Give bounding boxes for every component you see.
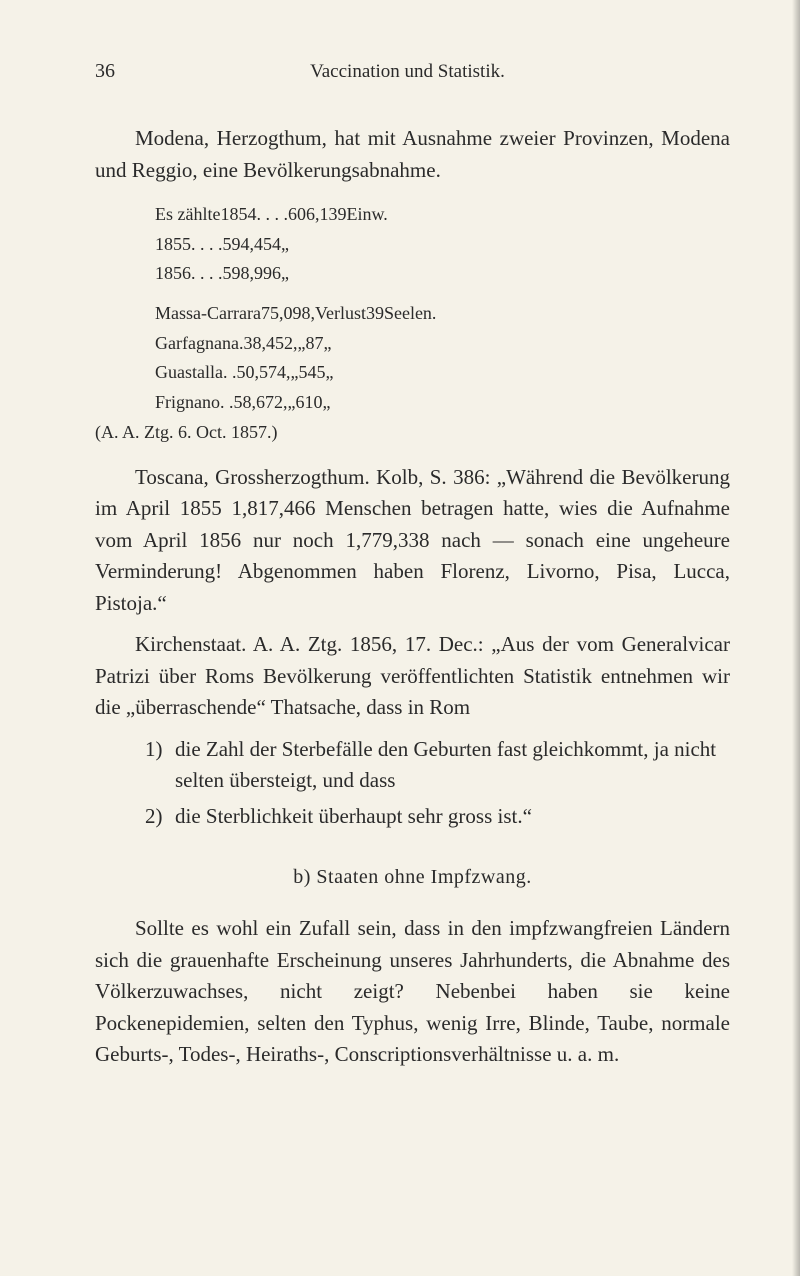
page-number: 36 bbox=[95, 60, 115, 83]
place-v: 610 bbox=[296, 388, 323, 418]
place-sep: . . bbox=[223, 358, 237, 388]
place-row: Guastalla . . 50,574, „ 545 „ bbox=[155, 358, 730, 388]
list-text: die Sterblichkeit überhaupt sehr gross i… bbox=[175, 801, 730, 833]
census-year: 1855 bbox=[155, 230, 191, 260]
paragraph-3: Kirchenstaat. A. A. Ztg. 1856, 17. Dec.:… bbox=[95, 629, 730, 724]
place-unit: „ bbox=[323, 388, 331, 418]
running-head: Vaccination und Statistik. bbox=[115, 61, 730, 83]
census-unit: „ bbox=[281, 259, 289, 289]
place-sep: . . bbox=[220, 388, 234, 418]
place-v: 87 bbox=[305, 329, 323, 359]
census-year: 1854 bbox=[220, 200, 256, 230]
place-row: Massa-Carrara 75,098, Verlust 39 Seelen. bbox=[155, 299, 730, 329]
census-val: 598,996 bbox=[223, 259, 282, 289]
place-v: 39 bbox=[366, 299, 384, 329]
census-row: Es zählte 1854 . . . . 606,139 Einw. bbox=[155, 200, 730, 230]
place-mid: „ bbox=[297, 329, 305, 359]
place-name: Guastalla bbox=[155, 358, 223, 388]
list-number: 2) bbox=[145, 801, 175, 833]
place-v: 545 bbox=[298, 358, 325, 388]
census-dots: . . . . bbox=[191, 230, 223, 260]
place-row: Frignano . . 58,672, „ 610 „ bbox=[155, 388, 730, 418]
place-name: Massa-Carrara bbox=[155, 299, 261, 329]
paragraph-4: Sollte es wohl ein Zufall sein, dass in … bbox=[95, 913, 730, 1071]
place-mid: „ bbox=[290, 358, 298, 388]
page-edge-shadow bbox=[792, 0, 800, 1276]
census-val: 594,454 bbox=[223, 230, 282, 260]
list-item: 2) die Sterblichkeit überhaupt sehr gros… bbox=[95, 801, 730, 833]
census-lead: Es zählte bbox=[155, 200, 220, 230]
census-unit: „ bbox=[281, 230, 289, 260]
place-num: 58,672, bbox=[234, 388, 288, 418]
place-row: Garfagnana . 38,452, „ 87 „ bbox=[155, 329, 730, 359]
list-item: 1) die Zahl der Sterbefälle den Geburten… bbox=[95, 734, 730, 797]
census-year: 1856 bbox=[155, 259, 191, 289]
place-unit: „ bbox=[323, 329, 331, 359]
census-row: 1855 . . . . 594,454 „ bbox=[155, 230, 730, 260]
place-unit: „ bbox=[325, 358, 333, 388]
census-table: Es zählte 1854 . . . . 606,139 Einw. 185… bbox=[155, 200, 730, 448]
subheading: b) Staaten ohne Impfzwang. bbox=[95, 866, 730, 889]
census-unit: Einw. bbox=[346, 200, 387, 230]
census-val: 606,139 bbox=[288, 200, 347, 230]
place-name: Garfagnana bbox=[155, 329, 239, 359]
census-dots: . . . . bbox=[191, 259, 223, 289]
paragraph-1: Modena, Herzogthum, hat mit Ausnahme zwe… bbox=[95, 123, 730, 186]
page: 36 Vaccination und Statistik. Modena, He… bbox=[0, 0, 800, 1276]
place-name: Frignano bbox=[155, 388, 220, 418]
place-mid: Verlust bbox=[315, 299, 366, 329]
place-num: 38,452, bbox=[243, 329, 297, 359]
list-text: die Zahl der Sterbefälle den Geburten fa… bbox=[175, 734, 730, 797]
citation: (A. A. Ztg. 6. Oct. 1857.) bbox=[95, 418, 730, 448]
place-mid: „ bbox=[288, 388, 296, 418]
place-unit: Seelen. bbox=[384, 299, 436, 329]
page-header: 36 Vaccination und Statistik. bbox=[95, 60, 730, 83]
place-num: 75,098, bbox=[261, 299, 315, 329]
census-row: 1856 . . . . 598,996 „ bbox=[155, 259, 730, 289]
place-num: 50,574, bbox=[236, 358, 290, 388]
census-dots: . . . . bbox=[256, 200, 288, 230]
list-number: 1) bbox=[145, 734, 175, 797]
paragraph-2: Toscana, Grossherzogthum. Kolb, S. 386: … bbox=[95, 462, 730, 620]
